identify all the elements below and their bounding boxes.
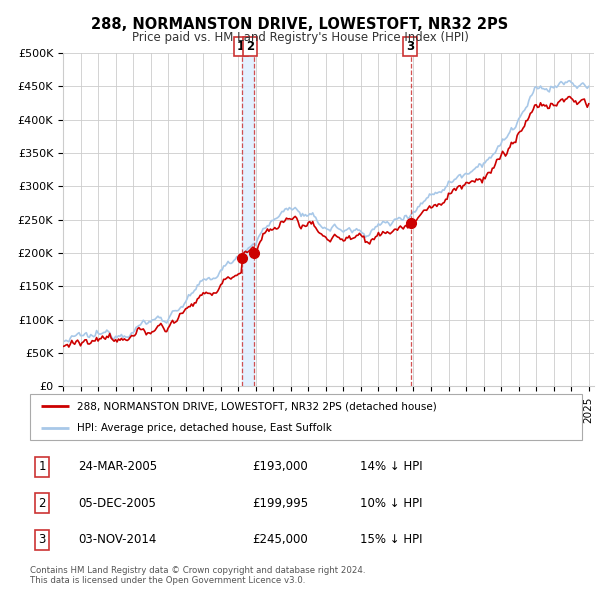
- Text: 1: 1: [237, 40, 245, 53]
- Text: 288, NORMANSTON DRIVE, LOWESTOFT, NR32 2PS: 288, NORMANSTON DRIVE, LOWESTOFT, NR32 2…: [91, 17, 509, 31]
- Text: HPI: Average price, detached house, East Suffolk: HPI: Average price, detached house, East…: [77, 423, 332, 433]
- Text: 05-DEC-2005: 05-DEC-2005: [78, 497, 156, 510]
- Text: 3: 3: [406, 40, 414, 53]
- Text: Price paid vs. HM Land Registry's House Price Index (HPI): Price paid vs. HM Land Registry's House …: [131, 31, 469, 44]
- FancyBboxPatch shape: [30, 394, 582, 440]
- Text: 3: 3: [38, 533, 46, 546]
- Text: 288, NORMANSTON DRIVE, LOWESTOFT, NR32 2PS (detached house): 288, NORMANSTON DRIVE, LOWESTOFT, NR32 2…: [77, 401, 437, 411]
- Text: £193,000: £193,000: [252, 460, 308, 473]
- Text: 24-MAR-2005: 24-MAR-2005: [78, 460, 157, 473]
- Text: Contains HM Land Registry data © Crown copyright and database right 2024.
This d: Contains HM Land Registry data © Crown c…: [30, 566, 365, 585]
- Text: 10% ↓ HPI: 10% ↓ HPI: [360, 497, 422, 510]
- Text: £199,995: £199,995: [252, 497, 308, 510]
- Text: 14% ↓ HPI: 14% ↓ HPI: [360, 460, 422, 473]
- Text: 2: 2: [246, 40, 254, 53]
- Text: 15% ↓ HPI: 15% ↓ HPI: [360, 533, 422, 546]
- Text: 2: 2: [38, 497, 46, 510]
- Bar: [242, 53, 254, 386]
- Text: £245,000: £245,000: [252, 533, 308, 546]
- Text: 03-NOV-2014: 03-NOV-2014: [78, 533, 157, 546]
- Text: 1: 1: [38, 460, 46, 473]
